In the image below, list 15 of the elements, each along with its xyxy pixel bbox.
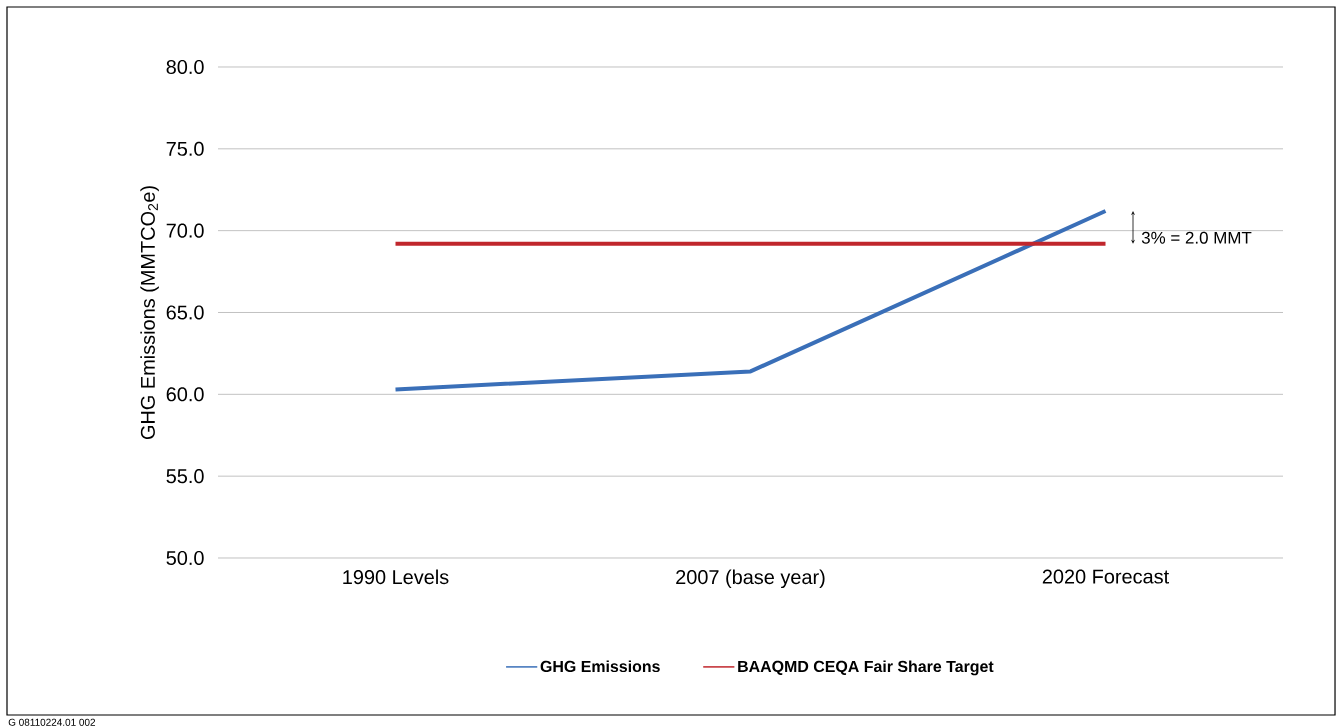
y-tick-label: 55.0: [166, 469, 204, 484]
annotation: 3% = 2.0 MMT: [1141, 231, 1252, 244]
y-tick-label: 70.0: [166, 223, 204, 238]
y-tick-label: 80.0: [166, 59, 204, 75]
x-tick-label: 2020 Forecast: [1042, 569, 1170, 584]
legend-label: BAAQMD CEQA Fair Share Target: [738, 660, 994, 676]
y-tick-label: 65.0: [166, 305, 204, 320]
y-tick-label: 50.0: [166, 550, 204, 566]
text: G 08110224.01 002: [8, 718, 96, 726]
x-tick-label: 2007 (base year): [676, 569, 825, 589]
y-axis-title: GHG Emissions (MMTCO$_{2}$e): [140, 186, 159, 440]
legend-label: GHG Emissions: [540, 660, 660, 673]
y-tick-label: 75.0: [166, 141, 204, 156]
y-tick-label: 60.0: [166, 387, 204, 402]
x-tick-label: 1990 Levels: [343, 569, 449, 585]
